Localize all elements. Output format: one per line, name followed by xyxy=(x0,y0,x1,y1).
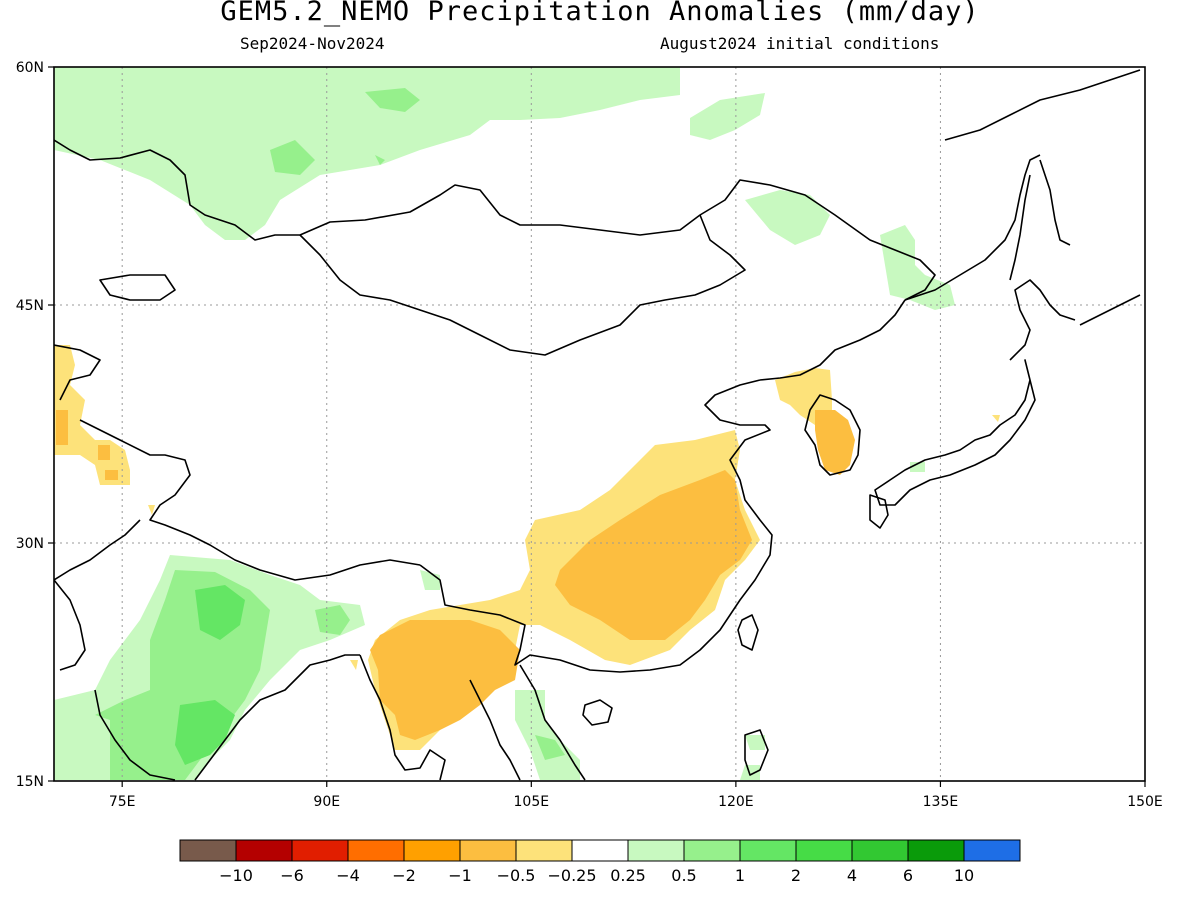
legend-swatch xyxy=(627,839,685,862)
legend-swatch xyxy=(235,839,293,862)
legend-swatch xyxy=(403,839,461,862)
legend-swatch xyxy=(291,839,349,862)
anomaly-fields xyxy=(54,67,1000,780)
positive-anomaly-strong xyxy=(175,585,245,765)
legend-label: 0.5 xyxy=(671,866,696,885)
legend-label: −0.25 xyxy=(547,866,596,885)
legend-swatch xyxy=(179,839,237,862)
legend-label: 6 xyxy=(903,866,913,885)
legend-label: −6 xyxy=(280,866,304,885)
map-title: GEM5.2_NEMO Precipitation Anomalies (mm/… xyxy=(220,0,980,27)
legend-swatch xyxy=(347,839,405,862)
legend-label: 2 xyxy=(791,866,801,885)
legend-swatch xyxy=(907,839,965,862)
legend-swatch xyxy=(459,839,517,862)
legend-label: 4 xyxy=(847,866,857,885)
lon-tick-label: 135E xyxy=(923,794,959,810)
lat-tick-label: 30N xyxy=(16,536,44,552)
lat-tick-label: 15N xyxy=(16,774,44,790)
grid-lines xyxy=(54,67,1145,781)
plot-frame xyxy=(53,66,1146,782)
color-legend: −10 −6 −4 −2 −1 −0.5 −0.25 0.25 0.5 1 2 4 6 10 xyxy=(179,839,1021,885)
lon-tick-label: 105E xyxy=(514,794,550,810)
map-axes: 75E 90E 105E 120E 135E 150E 60N 45N 30N 15N xyxy=(16,60,1163,810)
legend-label: −0.5 xyxy=(497,866,536,885)
legend-label: 1 xyxy=(735,866,745,885)
legend-swatch xyxy=(683,839,741,862)
legend-label: 10 xyxy=(954,866,974,885)
legend-label: −2 xyxy=(392,866,416,885)
forecast-period: Sep2024-Nov2024 xyxy=(240,34,385,53)
legend-label: −10 xyxy=(219,866,253,885)
legend-swatch xyxy=(739,839,797,862)
lat-tick-label: 45N xyxy=(16,298,44,314)
legend-swatch xyxy=(571,839,629,862)
legend-swatch xyxy=(851,839,909,862)
lon-tick-label: 120E xyxy=(718,794,754,810)
lon-tick-label: 150E xyxy=(1127,794,1163,810)
legend-swatch xyxy=(963,839,1021,862)
lon-tick-label: 75E xyxy=(109,794,136,810)
coastlines-and-borders xyxy=(54,69,1141,781)
legend-label: −1 xyxy=(448,866,472,885)
legend-label: −4 xyxy=(336,866,360,885)
legend-swatch xyxy=(795,839,853,862)
lat-tick-label: 60N xyxy=(16,60,44,76)
initial-conditions: August2024 initial conditions xyxy=(660,34,940,53)
legend-label: 0.25 xyxy=(610,866,646,885)
legend-swatch xyxy=(515,839,573,862)
lon-tick-label: 90E xyxy=(313,794,340,810)
negative-anomaly-medium xyxy=(56,410,855,740)
